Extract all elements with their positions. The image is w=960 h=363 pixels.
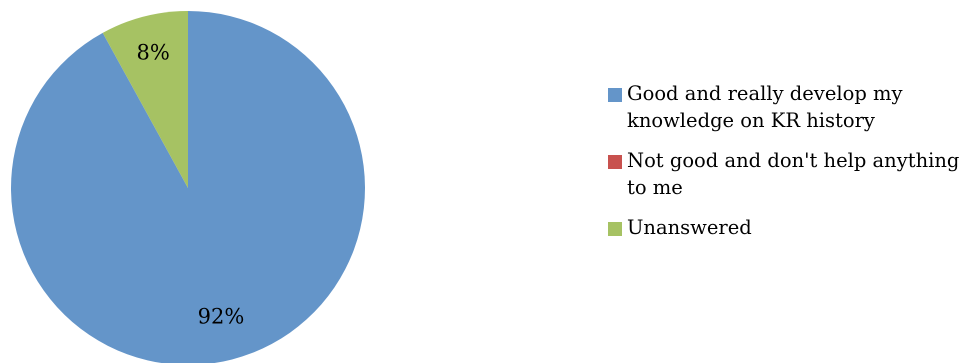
legend-swatch-not-good <box>608 155 622 169</box>
legend-label-good: Good and really develop my knowledge on … <box>627 82 903 132</box>
legend: Good and really develop my knowledge on … <box>608 80 960 254</box>
legend-item-not-good: Not good and don't help anything to me <box>608 147 960 201</box>
pie-slice-good <box>11 11 365 363</box>
data-label-good: 92% <box>198 305 245 329</box>
legend-item-unanswered: Unanswered <box>608 214 960 241</box>
legend-swatch-good <box>608 88 622 102</box>
pie-chart: 92% 8% <box>11 11 365 363</box>
pie-slice-unanswered <box>102 11 188 188</box>
data-label-unanswered: 8% <box>137 41 170 65</box>
legend-swatch-unanswered <box>608 222 622 236</box>
legend-label-not-good: Not good and don't help anything to me <box>627 149 960 199</box>
legend-label-unanswered: Unanswered <box>627 216 752 239</box>
legend-item-good: Good and really develop my knowledge on … <box>608 80 960 134</box>
